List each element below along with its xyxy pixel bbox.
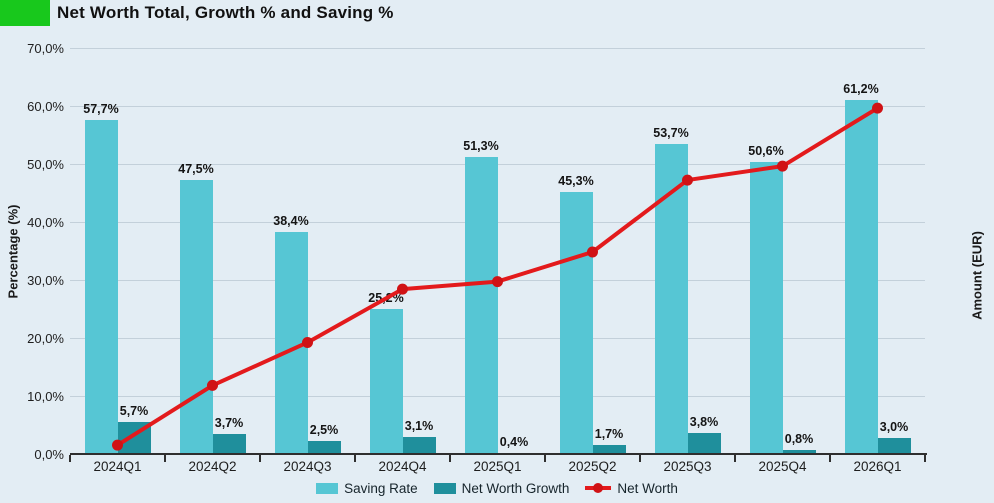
bar-net-worth-growth-2025Q2[interactable] [592, 445, 626, 455]
bar-value-label: 45,3% [558, 174, 594, 189]
bar-saving-rate-2024Q1[interactable] [84, 120, 118, 455]
x-axis-label-2024Q3: 2024Q3 [283, 459, 332, 474]
net-worth-point-2025Q2[interactable] [587, 246, 598, 258]
bar-value-label: 1,7% [594, 427, 624, 442]
bar-value-label: 0,8% [784, 432, 814, 447]
x-axis-label-2024Q4: 2024Q4 [378, 459, 427, 474]
x-axis-tick [259, 455, 261, 462]
bar-saving-rate-2025Q3[interactable] [654, 143, 688, 455]
gridline [70, 106, 925, 107]
legend-item-net-worth-growth[interactable]: Net Worth Growth [433, 480, 570, 496]
x-axis-label-2025Q4: 2025Q4 [758, 459, 807, 474]
x-axis-label-2026Q1: 2026Q1 [853, 459, 902, 474]
legend-label: Saving Rate [344, 480, 418, 496]
net-worth-point-2026Q1[interactable] [872, 102, 883, 114]
bar-saving-rate-2026Q1[interactable] [844, 100, 878, 455]
bar-value-label: 3,1% [404, 419, 434, 434]
y-tick-label: 0,0% [34, 447, 64, 462]
bar-value-label: 38,4% [273, 214, 309, 229]
bar-value-label: 50,6% [748, 143, 784, 158]
x-axis-tick [639, 455, 641, 462]
bar-value-label: 47,5% [178, 161, 214, 176]
bar-net-worth-growth-2025Q4[interactable] [782, 450, 816, 455]
net-worth-point-2025Q1[interactable] [492, 276, 503, 288]
net-worth-line-icon [585, 482, 612, 494]
saving-rate-swatch-icon [316, 482, 339, 494]
bar-value-label: 2,5% [309, 422, 339, 437]
legend-item-saving-rate[interactable]: Saving Rate [316, 481, 418, 496]
x-axis-tick [829, 455, 831, 462]
net-worth-point-2024Q4[interactable] [397, 283, 408, 295]
x-axis-label-2025Q2: 2025Q2 [568, 459, 617, 474]
y-tick-label: 20,0% [27, 331, 64, 346]
x-axis-line [70, 453, 927, 455]
y-tick-label: 10,0% [27, 389, 64, 404]
bar-value-label: 3,7% [214, 415, 244, 430]
net-worth-point-2025Q4[interactable] [777, 160, 788, 172]
x-axis-tick [69, 455, 71, 462]
net-worth-line [112, 102, 883, 451]
y-tick-label: 40,0% [27, 215, 64, 230]
bar-saving-rate-2025Q1[interactable] [464, 157, 498, 455]
gridline [70, 222, 925, 223]
bar-value-label: 51,3% [463, 139, 499, 154]
y-tick-label: 70,0% [27, 41, 64, 56]
y-axis-title-amount: Amount (EUR) [969, 231, 985, 320]
gridline [70, 48, 925, 49]
gridline [70, 396, 925, 397]
bar-value-label: 57,7% [83, 102, 119, 117]
net-worth-point-2024Q3[interactable] [302, 336, 313, 348]
plot-area: 57,7% 47,5% 38,4% 25,2% 51,3% 45,3% 53,7% 50,6%… [69, 48, 927, 462]
x-axis-label-2024Q1: 2024Q1 [93, 459, 142, 474]
bar-net-worth-growth-2024Q4[interactable] [402, 437, 436, 455]
bar-value-label: 61,2% [843, 82, 879, 97]
net-worth-point-2025Q3[interactable] [682, 174, 693, 186]
bar-saving-rate-2024Q4[interactable] [369, 308, 403, 455]
net-worth-point-2024Q1[interactable] [112, 439, 123, 451]
y-tick-labels: 0,0% 10,0% 20,0% 30,0% 40,0% 50,0% 60,0% 70,0% [0, 0, 64, 503]
bar-net-worth-growth-2025Q3[interactable] [687, 432, 721, 455]
bar-saving-rate-2024Q2[interactable] [179, 179, 213, 455]
gridline [70, 164, 925, 165]
net-worth-point-2024Q2[interactable] [207, 379, 218, 391]
bar-saving-rate-2025Q4[interactable] [749, 161, 783, 455]
x-axis-tick [449, 455, 451, 462]
gridline [70, 338, 925, 339]
x-axis-tick [734, 455, 736, 462]
legend: Saving Rate Net Worth Growth Net Worth [0, 477, 994, 499]
y-tick-label: 50,0% [27, 157, 64, 172]
x-axis-label-2024Q2: 2024Q2 [188, 459, 237, 474]
y-tick-label: 60,0% [27, 99, 64, 114]
bar-value-label: 0,4% [499, 434, 529, 449]
legend-label: Net Worth Growth [461, 480, 570, 496]
bar-value-label: 3,0% [879, 419, 909, 434]
x-axis-label-2025Q1: 2025Q1 [473, 459, 522, 474]
x-axis-tick [164, 455, 166, 462]
bar-net-worth-growth-2026Q1[interactable] [877, 437, 911, 455]
y-tick-label: 30,0% [27, 273, 64, 288]
bar-value-label: 53,7% [653, 125, 689, 140]
bar-saving-rate-2025Q2[interactable] [559, 192, 593, 455]
legend-label: Net Worth [617, 480, 678, 496]
x-axis-labels: 2024Q1 2024Q2 2024Q3 2024Q4 2025Q1 2025Q2 2025… [70, 459, 925, 479]
chart-title: Net Worth Total, Growth % and Saving % [57, 3, 394, 22]
bar-net-worth-growth-2024Q3[interactable] [307, 440, 341, 455]
x-axis-tick [544, 455, 546, 462]
x-axis-label-2025Q3: 2025Q3 [663, 459, 712, 474]
bar-value-label: 5,7% [119, 403, 149, 418]
net-worth-growth-swatch-icon [433, 482, 456, 494]
legend-item-net-worth[interactable]: Net Worth [585, 481, 678, 496]
x-axis-tick [924, 455, 926, 462]
bar-net-worth-growth-2024Q2[interactable] [212, 433, 246, 455]
bar-value-label: 3,8% [689, 414, 719, 429]
title-accent-bar [0, 0, 50, 26]
x-axis-tick [354, 455, 356, 462]
